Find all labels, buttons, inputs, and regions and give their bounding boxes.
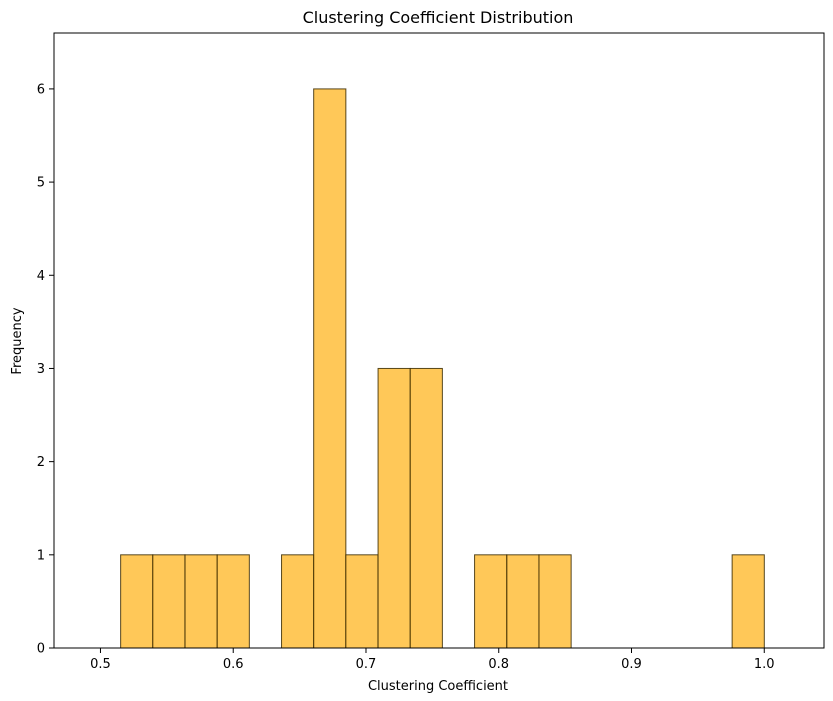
bars-group: [120, 88, 765, 649]
histogram-bar-11: [474, 554, 508, 649]
histogram-bar-12: [506, 554, 540, 649]
histogram-bar-0: [120, 554, 154, 649]
y-tick-label: 6: [37, 82, 45, 97]
x-tick-label: 0.9: [621, 657, 642, 672]
x-tick-label: 0.5: [90, 657, 111, 672]
x-axis-label: Clustering Coefficient: [368, 679, 508, 694]
x-tick-label: 0.7: [356, 657, 377, 672]
y-tick-label: 0: [37, 642, 45, 657]
histogram-bar-8: [377, 367, 411, 649]
y-tick-label: 3: [37, 362, 45, 377]
y-axis-label: Frequency: [10, 307, 25, 374]
x-axis-ticks: 0.5 0.6 0.7 0.8 0.9 1.0: [90, 648, 775, 672]
y-axis-ticks: 0 1 2 3 4 5 6: [37, 82, 54, 657]
x-tick-label: 0.8: [488, 657, 509, 672]
histogram-bar-7: [345, 554, 379, 649]
y-tick-label: 1: [37, 548, 45, 563]
x-tick-label: 0.6: [223, 657, 244, 672]
histogram-bar-2: [184, 554, 218, 649]
y-tick-label: 4: [37, 269, 45, 284]
histogram-bar-9: [409, 367, 443, 649]
histogram-bar-13: [538, 554, 572, 649]
plot-frame: [53, 32, 825, 649]
histogram-bar-3: [216, 554, 250, 649]
chart-title: Clustering Coefficient Distribution: [303, 8, 574, 27]
histogram-bar-6: [313, 88, 347, 649]
histogram-bar-5: [281, 554, 315, 649]
x-tick-label: 1.0: [754, 657, 775, 672]
histogram-bar-19: [731, 554, 765, 649]
histogram-bar-1: [152, 554, 186, 649]
y-tick-label: 2: [37, 455, 45, 470]
y-tick-label: 5: [37, 176, 45, 191]
